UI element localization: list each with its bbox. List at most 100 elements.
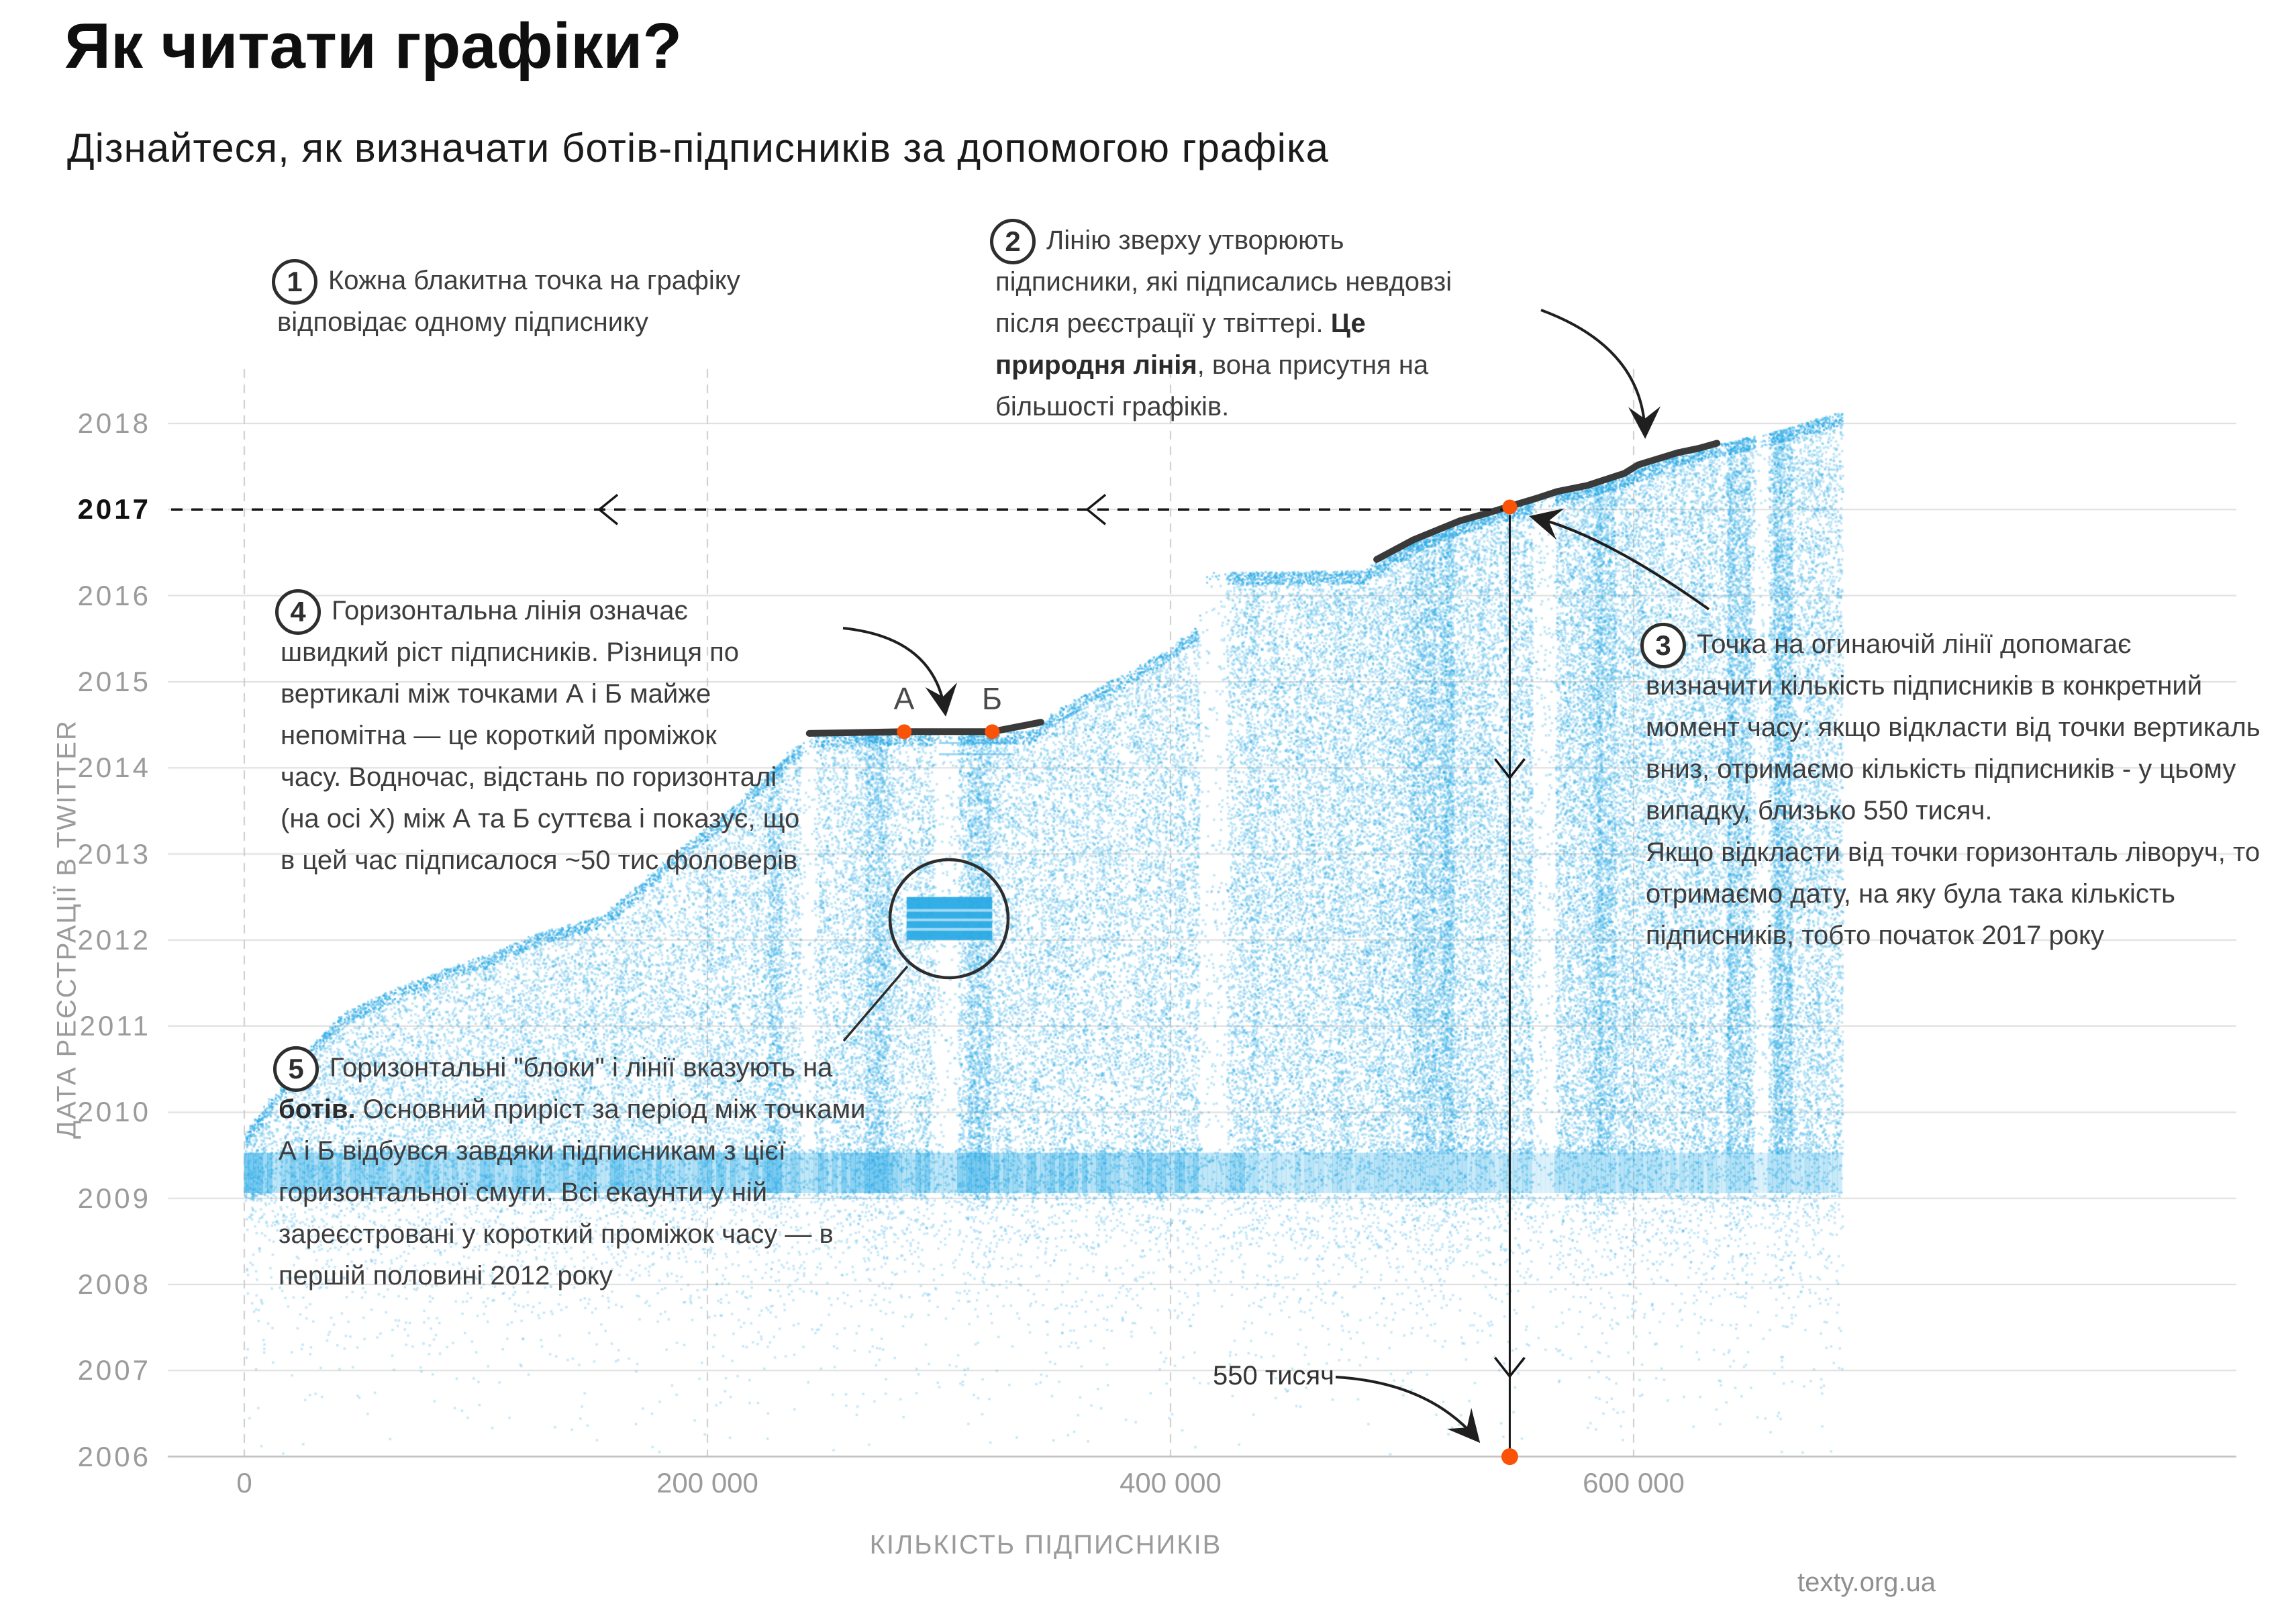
annotation-5-line-5: зареєстровані у короткий проміжок часу —… [279,1213,865,1255]
annotation-3-line-5: випадку, близько 550 тисяч. [1646,790,2261,831]
annotation-text: А і Б відбувся завдяки підписникам з ціє… [279,1136,786,1166]
annotation-4-line-4: непомітна — це короткий проміжок [281,715,799,756]
x-tick-label-200000: 200 000 [656,1467,758,1499]
annotation-text: непомітна — це короткий проміжок [281,721,717,750]
annotation-text: підписники, які підписались невдовзі [995,267,1452,297]
annotation-2-line-2: підписники, які підписались невдовзі [995,261,1452,303]
annotation-1-line-2: відповідає одному підписнику [277,301,740,343]
bot-block-connector-line [842,965,909,1042]
annotation-text: вниз, отримаємо кількість підписників - … [1646,754,2236,784]
annotation-text: Кожна блакитна точка на графіку [328,266,740,295]
y-tick-label-2009: 2009 [77,1182,151,1214]
bot-block-circle [888,858,1010,980]
annotation-text: зареєстровані у короткий проміжок часу —… [279,1219,834,1249]
x-tick-label-400000: 400 000 [1120,1467,1222,1499]
annotation-text: швидкий ріст підписників. Різниця по [281,638,740,667]
annotation-4-line-7: в цей час підписалося ~50 тис фоловерів [281,840,799,881]
550k-label-arrow [1335,1376,1481,1443]
annotation-text: отримаємо дату, на яку була така кількіс… [1646,879,2175,909]
point-a-dot [897,724,912,740]
annotation-text: Якщо відкласти від точки горизонталь лів… [1646,838,2261,867]
annotation-text: , вона присутня на [1197,350,1429,380]
annotation-text: часу. Водночас, відстань по горизонталі [281,762,777,792]
natural-envelope-line [805,719,1044,737]
y-tick-label-2013: 2013 [77,838,151,870]
y-tick-label-2015: 2015 [77,665,151,697]
annotation-1: 1 Кожна блакитна точка на графіку відповід… [272,259,740,343]
down-arrowhead-icon [1494,1356,1526,1378]
annotation-5: 5 Горизонтальні "блоки" і лінії вказують … [273,1046,865,1297]
annotation-4: 4 Горизонтальна лінія означає швидкий ріст… [275,589,799,881]
annotation-text: ботів. [279,1095,356,1124]
annotation-1-line-1: 1 Кожна блакитна точка на графіку [272,259,740,305]
annotation-2: 2 Лінію зверху утворюють підписники, які п… [990,219,1452,427]
annotation-2-line-1: 2 Лінію зверху утворюють [990,219,1452,265]
annotation-4-line-5: часу. Водночас, відстань по горизонталі [281,756,799,798]
annotation-5-line-1: 5 Горизонтальні "блоки" і лінії вказують … [273,1046,865,1093]
left-arrowhead-icon [1085,493,1107,525]
annotation-number-badge-3: 3 [1640,623,1686,669]
source-watermark: texty.org.ua [1797,1568,1936,1597]
annotation-3-line-6: Якщо відкласти від точки горизонталь лів… [1646,831,2261,873]
y-tick-label-2016: 2016 [77,579,151,611]
annotation-5-line-4: горизонтальної смуги. Всі екаунти у ній [279,1172,865,1213]
annotation-5-line-2: ботів. Основний приріст за період між то… [279,1088,865,1130]
annotation-text: після реєстрації у твіттері. [995,309,1331,338]
annotation-4-line-1: 4 Горизонтальна лінія означає [275,589,799,636]
annotation-number-badge-1: 1 [272,259,317,305]
annotation-3: 3 Точка на огинаючій лінії допомагає визна… [1640,623,2261,956]
annotation-3-line-7: отримаємо дату, на яку була така кількіс… [1646,873,2261,915]
annotation-3-line-1: 3 Точка на огинаючій лінії допомагає [1640,623,2261,669]
x-tick-label-0: 0 [236,1467,252,1499]
annotation-text: Лінію зверху утворюють [1046,225,1344,255]
annotation-text: Горизонтальна лінія означає [332,596,688,625]
annotation-text: Основний приріст за період між точками [355,1095,866,1124]
annotation-2-line-5: більшості графіків. [995,386,1452,427]
y-tick-label-2014: 2014 [77,752,151,784]
highlight-point-dot [1502,499,1518,515]
annotation-text: горизонтальної смуги. Всі екаунти у ній [279,1178,768,1207]
annotation-text: в цей час підписалося ~50 тис фоловерів [281,846,798,875]
annotation-text: момент часу: якщо відкласти від точки ве… [1646,713,2261,742]
annotation-text: більшості графіків. [995,392,1230,421]
annotation-2-line-3: після реєстрації у твіттері. Це [995,303,1452,344]
annotation-text: підписників, тобто початок 2017 року [1646,921,2104,950]
x-axis-title: КІЛЬКІСТЬ ПІДПИСНИКІВ [869,1530,1222,1560]
annotation-4-line-6: (на осі X) між А та Б суттєва і показує,… [281,798,799,840]
left-arrowhead-icon [597,493,619,525]
annotation-text: природня лінія [995,350,1197,380]
annotation-4-line-2: швидкий ріст підписників. Різниця по [281,631,799,673]
annotation-text: Горизонтальні "блоки" і лінії вказують н… [330,1053,833,1082]
annotation-number-badge-2: 2 [990,219,1036,265]
annotation-2-line-4: природня лінія, вона присутня на [995,344,1452,386]
annotation-text: відповідає одному підписнику [277,307,649,337]
y-tick-label-2006: 2006 [77,1440,151,1472]
annotation-number-badge-4: 4 [275,589,321,636]
annotation3-arrow [1529,508,1710,611]
annotation-text: вертикалі між точками А і Б майже [281,679,711,709]
annotation-number-badge-5: 5 [273,1046,319,1093]
annotation-text: Це [1330,309,1366,338]
annotation-text: (на осі X) між А та Б суттєва і показує,… [281,804,800,833]
550k-callout-label: 550 тисяч [1212,1361,1334,1390]
down-arrowhead-icon [1494,758,1526,780]
annotation4-arrow [842,627,957,717]
annotation-3-line-8: підписників, тобто початок 2017 року [1646,915,2261,956]
annotation-3-line-2: визначити кількість підписників в конкре… [1646,665,2261,707]
annotation-3-line-3: момент часу: якщо відкласти від точки ве… [1646,707,2261,748]
point-b-label: Б [981,681,1003,716]
y-tick-label-2010: 2010 [77,1096,151,1128]
natural-envelope-line [1373,440,1721,563]
annotation2-arrow [1540,309,1661,439]
annotation-5-line-3: А і Б відбувся завдяки підписникам з ціє… [279,1130,865,1172]
annotation-text: Точка на огинаючій лінії допомагає [1697,629,2132,659]
annotation-text: першій половині 2012 року [279,1261,613,1290]
y-tick-label-2007: 2007 [77,1354,151,1386]
x-tick-label-600000: 600 000 [1583,1467,1685,1499]
annotation-text: випадку, близько 550 тисяч. [1646,796,1993,825]
point-a-label: А [893,681,915,716]
y-tick-label-2017: 2017 [77,493,151,525]
